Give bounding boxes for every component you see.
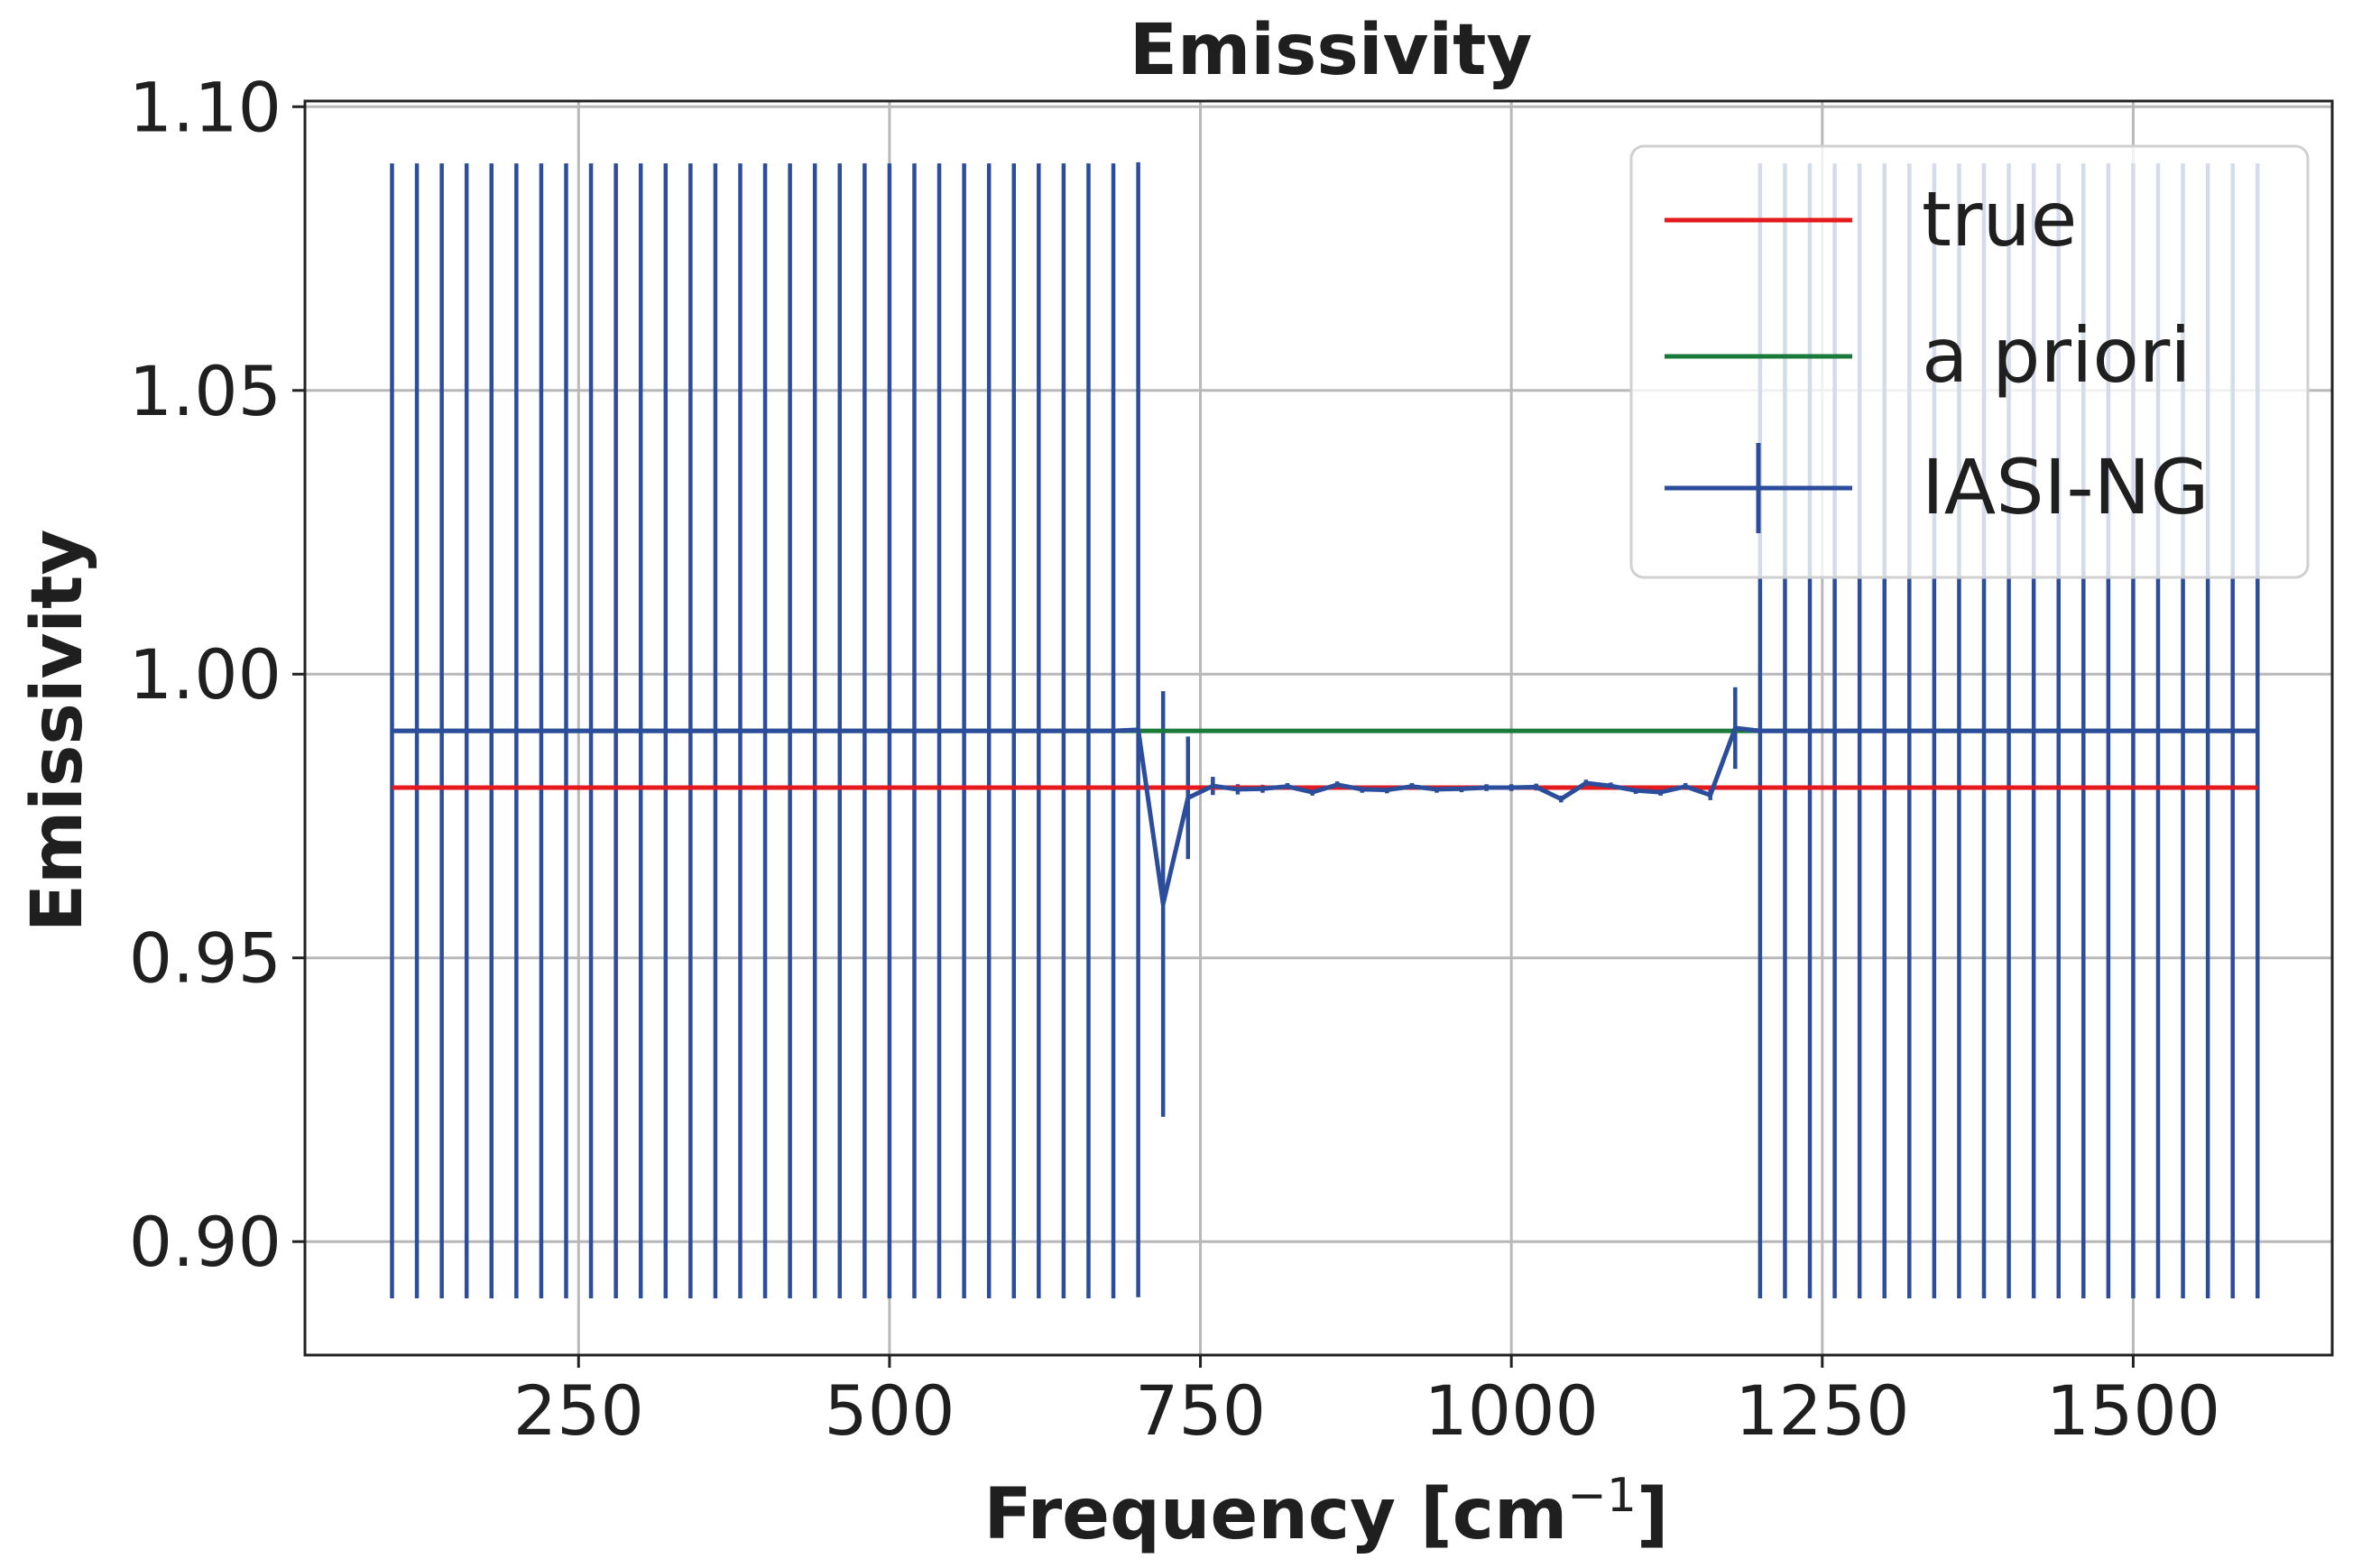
x-tick-label: 1250: [1735, 1370, 1909, 1451]
series-lines: [392, 725, 2258, 907]
legend-label-iasi-ng: IASI-NG: [1922, 443, 2210, 531]
legend-box: [1629, 144, 2310, 579]
y-tick-label: 0.90: [129, 1202, 281, 1282]
plot-data: [390, 161, 2260, 1299]
axes-frame: [303, 99, 2334, 1357]
y-axis-label: Emissivity: [17, 530, 98, 933]
x-axis-label-suffix: ]: [1637, 1474, 1669, 1555]
x-tick-label: 250: [513, 1370, 644, 1451]
y-tick-label: 1.10: [129, 67, 281, 147]
legend: true a priori IASI-NG: [1629, 144, 2310, 579]
x-axis-label-superscript: −1: [1567, 1469, 1637, 1523]
x-axis-label-main: Frequency [cm: [983, 1474, 1567, 1555]
y-tick-label: 0.95: [129, 918, 281, 999]
y-tick-label: 1.00: [129, 634, 281, 715]
y-tick-label: 1.05: [129, 351, 281, 431]
legend-label-a-priori: a priori: [1922, 311, 2191, 400]
x-tick-label: 1000: [1424, 1370, 1598, 1451]
axis-ticks: 250 500 750 1000 1250 1500 0.90 0.95 1.00 1.05 1.1…: [129, 67, 2220, 1451]
x-tick-label: 1500: [2046, 1370, 2220, 1451]
x-tick-label: 750: [1135, 1370, 1266, 1451]
legend-label-true: true: [1922, 175, 2077, 263]
chart-title: Emissivity: [1130, 10, 1533, 91]
iasi-ng-series-line: [392, 725, 2258, 907]
x-tick-label: 500: [824, 1370, 955, 1451]
x-axis-label: Frequency [cm−1]: [983, 1469, 1668, 1555]
